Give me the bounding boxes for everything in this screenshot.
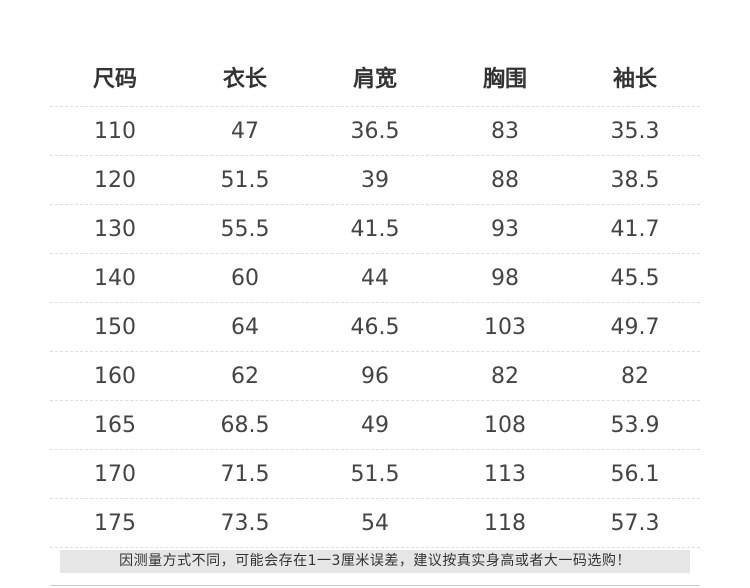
- table-row: 130 55.5 41.5 93 41.7: [50, 205, 700, 254]
- table-cell: 82: [491, 363, 519, 389]
- size-table: 尺码 衣长 肩宽 胸围 袖长 110 47 36.5 83 35.3 120 51.5 39 88 38.5…: [50, 48, 700, 548]
- table-row: 150 64 46.5 103 49.7: [50, 303, 700, 352]
- table-cell: 175: [94, 510, 136, 536]
- table-cell: 51.5: [350, 461, 400, 487]
- table-cell: 118: [484, 510, 526, 536]
- table-cell: 60: [231, 265, 259, 291]
- table-cell: 120: [94, 167, 136, 193]
- table-cell: 103: [484, 314, 526, 340]
- table-cell: 64: [231, 314, 259, 340]
- table-cell: 113: [484, 461, 526, 487]
- table-cell: 46.5: [350, 314, 400, 340]
- table-cell: 165: [94, 412, 136, 438]
- table-cell: 39: [361, 167, 389, 193]
- header-cell: 袖长: [612, 67, 657, 92]
- table-cell: 55.5: [220, 216, 270, 242]
- table-cell: 108: [484, 412, 526, 438]
- table-cell: 96: [361, 363, 389, 389]
- table-cell: 45.5: [610, 265, 660, 291]
- table-cell: 49.7: [610, 314, 660, 340]
- table-cell: 110: [94, 118, 136, 144]
- table-row: 170 71.5 51.5 113 56.1: [50, 450, 700, 499]
- header-cell: 衣长: [222, 67, 267, 92]
- table-cell: 41.7: [610, 216, 660, 242]
- table-cell: 53.9: [610, 412, 660, 438]
- table-cell: 54: [361, 510, 389, 536]
- table-row: 120 51.5 39 88 38.5: [50, 156, 700, 205]
- table-row: 160 62 96 82 82: [50, 352, 700, 401]
- table-cell: 170: [94, 461, 136, 487]
- table-cell: 150: [94, 314, 136, 340]
- table-cell: 49: [361, 412, 389, 438]
- table-cell: 71.5: [220, 461, 270, 487]
- table-cell: 38.5: [610, 167, 660, 193]
- table-row: 175 73.5 54 118 57.3: [50, 499, 700, 548]
- table-cell: 36.5: [350, 118, 400, 144]
- header-row: 尺码 衣长 肩宽 胸围 袖长: [50, 48, 700, 107]
- header-cell: 肩宽: [352, 67, 397, 92]
- table-row: 165 68.5 49 108 53.9: [50, 401, 700, 450]
- table-cell: 56.1: [610, 461, 660, 487]
- table-cell: 160: [94, 363, 136, 389]
- table-cell: 98: [491, 265, 519, 291]
- table-cell: 51.5: [220, 167, 270, 193]
- table-cell: 82: [621, 363, 649, 389]
- table-cell: 35.3: [610, 118, 660, 144]
- table-cell: 140: [94, 265, 136, 291]
- table-cell: 62: [231, 363, 259, 389]
- table-cell: 41.5: [350, 216, 400, 242]
- divider: [50, 585, 700, 586]
- header-cell: 胸围: [482, 67, 527, 92]
- table-cell: 44: [361, 265, 389, 291]
- table-cell: 88: [491, 167, 519, 193]
- table-cell: 130: [94, 216, 136, 242]
- table-cell: 83: [491, 118, 519, 144]
- note: 因测量方式不同，可能会存在1一3厘米误差，建议按真实身高或者大一码选购！: [60, 550, 690, 573]
- table-row: 140 60 44 98 45.5: [50, 254, 700, 303]
- table-cell: 93: [491, 216, 519, 242]
- table-row: 110 47 36.5 83 35.3: [50, 107, 700, 156]
- table-cell: 73.5: [220, 510, 270, 536]
- table-cell: 68.5: [220, 412, 270, 438]
- table-cell: 47: [231, 118, 259, 144]
- table-cell: 57.3: [610, 510, 660, 536]
- header-cell: 尺码: [92, 67, 137, 92]
